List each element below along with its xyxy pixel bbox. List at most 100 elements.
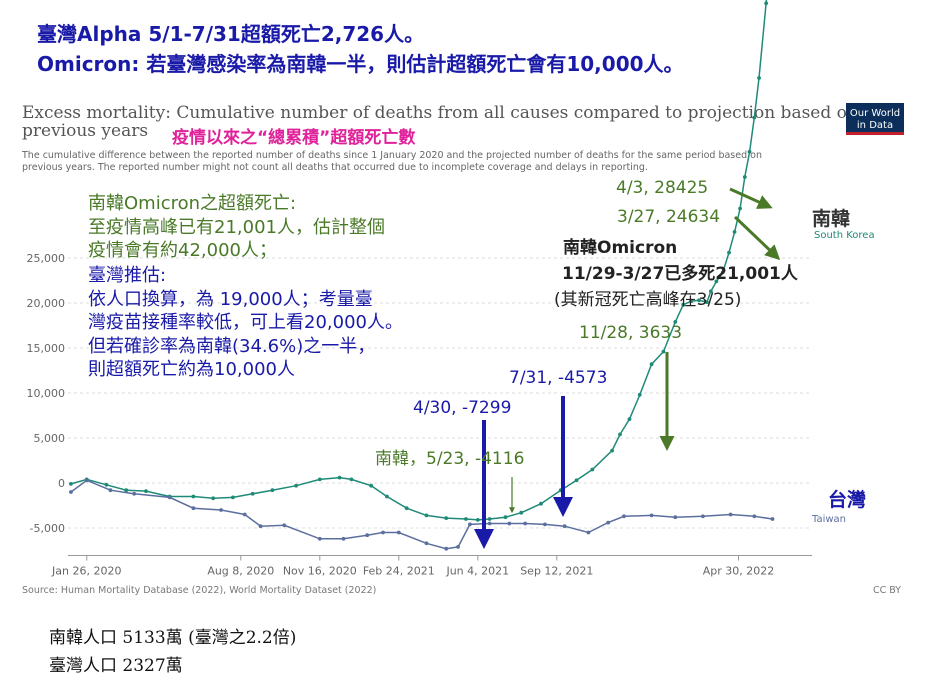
taiwan-point — [381, 530, 385, 535]
population-taiwan: 臺灣人口 2327萬 — [49, 656, 183, 676]
south-korea-point — [444, 516, 449, 520]
south-korea-point — [317, 477, 322, 482]
south-korea-point — [738, 206, 742, 211]
population-korea: 南韓人口 5133萬 (臺灣之2.2倍) — [49, 628, 297, 648]
taiwan-point — [606, 520, 611, 525]
south-korea-point — [673, 320, 678, 324]
south-korea-point — [681, 302, 686, 307]
taiwan-point — [586, 530, 591, 535]
south-korea-point — [191, 494, 196, 499]
south-korea-point — [539, 501, 543, 506]
taiwan-point — [562, 524, 567, 529]
south-korea-point — [764, 1, 769, 6]
header-line-2: Omicron: 若臺灣感染率為南韓一半，則估計超額死亡會有10,000人。 — [37, 52, 684, 76]
owid-logo[interactable]: Our World in Data — [846, 103, 904, 135]
south-korea-point — [747, 149, 752, 154]
x-tick-label: Apr 30, 2022 — [703, 565, 775, 578]
taiwan-label-en: Taiwan — [812, 514, 847, 525]
south-korea-point — [697, 298, 701, 303]
south-korea-point — [144, 489, 148, 493]
omicron-title: 南韓Omicron — [563, 238, 678, 258]
south-korea-point — [732, 230, 737, 234]
south-korea-label-cn: 南韓 — [812, 208, 851, 230]
south-korea-point — [337, 475, 342, 480]
south-korea-point — [270, 488, 275, 493]
taiwan-point — [317, 536, 322, 541]
south-korea-point — [519, 510, 524, 515]
taiwan-point — [424, 541, 429, 546]
annot-5-23: 南韓，5/23, -4116 — [375, 449, 525, 469]
annot-3-27: 3/27, 24634 — [617, 207, 721, 227]
taiwan-point — [282, 523, 287, 528]
note-line-4: 臺灣推估: — [88, 265, 167, 286]
annot-4-30: 4/30, -7299 — [413, 398, 512, 418]
y-tick-label: 0 — [58, 477, 65, 490]
south-korea-point — [211, 496, 216, 501]
south-korea-point — [104, 482, 109, 487]
header-line-1: 臺灣Alpha 5/1-7/31超額死亡2,726人。 — [37, 22, 425, 46]
south-korea-point — [649, 362, 654, 367]
arrow-4-3 — [729, 187, 773, 209]
south-korea-point — [610, 448, 614, 453]
x-tick-label: Jan 26, 2020 — [51, 565, 121, 578]
taiwan-point — [341, 536, 346, 541]
note-line-5: 依人口換算，為 19,000人；考量臺 — [88, 288, 373, 310]
south-korea-point — [69, 482, 73, 486]
south-korea-point — [385, 494, 389, 499]
south-korea-point — [727, 250, 731, 255]
chart-title-line-2: previous years — [22, 121, 149, 141]
south-korea-point — [752, 115, 757, 120]
arrow-3-27 — [733, 215, 781, 261]
cumulative-note: 疫情以來之“總累積”超額死亡數 — [172, 128, 416, 148]
south-korea-point — [250, 491, 255, 496]
taiwan-point — [132, 491, 137, 496]
taiwan-point — [444, 546, 449, 551]
taiwan-point — [396, 530, 401, 535]
note-line-3: 疫情會有約42,000人； — [88, 240, 277, 261]
taiwan-point — [258, 524, 263, 529]
taiwan-label-cn: 台灣 — [828, 489, 867, 511]
south-korea-point — [475, 518, 480, 522]
taiwan-point — [219, 508, 223, 512]
annot-7-31: 7/31, -4573 — [509, 368, 608, 388]
x-tick-label: Feb 24, 2021 — [363, 565, 435, 578]
south-korea-point — [404, 506, 409, 511]
south-korea-label-en: South Korea — [814, 230, 875, 241]
taiwan-point — [728, 512, 733, 517]
note-line-1: 南韓Omicron之超額死亡: — [88, 193, 297, 214]
logo-line-1: Our World — [849, 108, 901, 119]
taiwan-point — [543, 522, 547, 527]
taiwan-notes: 臺灣推估: 依人口換算，為 19,000人；考量臺 灣疫苗接種率較低，可上看20… — [88, 264, 403, 382]
south-korea-point — [720, 270, 725, 275]
logo-line-2: in Data — [856, 120, 894, 131]
y-tick-label: 20,000 — [27, 297, 66, 310]
south-korea-point — [705, 300, 709, 304]
license-link[interactable]: CC BY — [873, 585, 902, 596]
taiwan-point — [456, 545, 460, 549]
taiwan-point — [507, 521, 512, 526]
south-korea-point — [349, 477, 354, 482]
taiwan-point — [167, 495, 172, 500]
x-tick-label: Sep 12, 2021 — [520, 565, 593, 578]
taiwan-point — [69, 490, 73, 494]
source-link[interactable]: Source: Human Mortality Database (2022),… — [22, 585, 377, 596]
omicron-line-2: 11/29-3/27已多死21,001人 — [562, 264, 798, 284]
south-korea-point — [637, 392, 642, 397]
x-tick-label: Jun 4, 2021 — [445, 565, 509, 578]
south-korea-point — [424, 513, 429, 518]
note-line-7: 但若確診率為南韓(34.6%)之一半， — [88, 335, 376, 357]
note-line-8: 則超額死亡約為10,000人 — [88, 359, 295, 380]
taiwan-point — [649, 513, 654, 518]
taiwan-point — [701, 514, 705, 519]
x-tick-label: Nov 16, 2020 — [283, 565, 357, 578]
y-tick-label: 15,000 — [27, 342, 66, 355]
south-korea-point — [464, 517, 468, 521]
south-korea-line — [70, 0, 768, 521]
taiwan-point — [468, 522, 472, 527]
taiwan-point — [752, 514, 757, 519]
south-korea-point — [618, 432, 622, 437]
taiwan-point — [523, 521, 528, 526]
taiwan-point — [108, 488, 113, 493]
south-korea-point — [231, 495, 235, 500]
